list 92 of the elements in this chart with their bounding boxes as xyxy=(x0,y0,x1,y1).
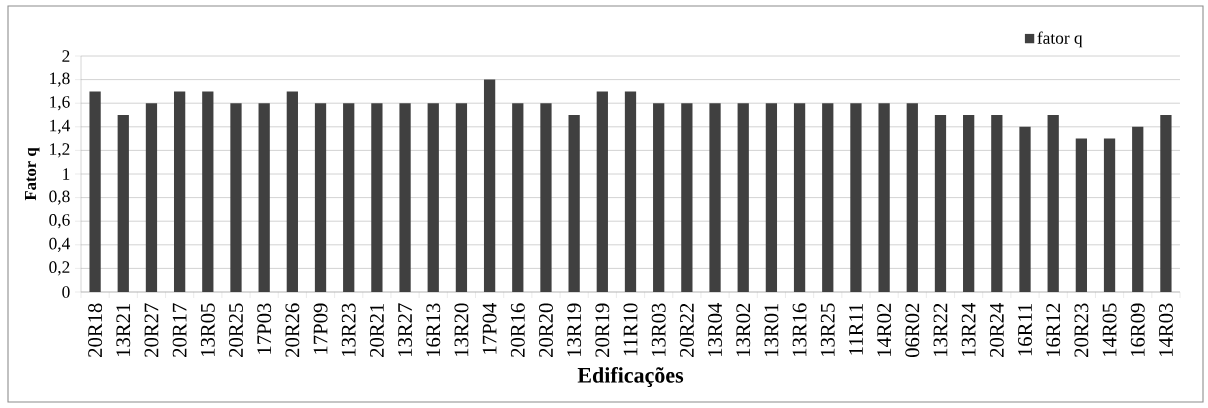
legend-label: fator q xyxy=(1037,31,1083,48)
bar xyxy=(343,103,355,292)
bar xyxy=(963,115,975,292)
bar xyxy=(483,79,496,292)
y-tick-label: 1,6 xyxy=(50,96,70,111)
y-tick-label: 0,8 xyxy=(49,190,70,205)
y-tick-label: 1,8 xyxy=(50,72,70,87)
y-tick-label: 2 xyxy=(62,50,70,62)
x-tick-label: 13R21 xyxy=(116,303,131,357)
bar xyxy=(737,103,749,292)
y-tick-label: 1,2 xyxy=(50,143,70,158)
bar xyxy=(1103,138,1116,292)
x-tick-label: 13R25 xyxy=(820,303,835,357)
x-tick-label: 20R27 xyxy=(144,303,159,357)
bar xyxy=(427,103,439,292)
bar xyxy=(991,115,1003,292)
x-tick-label: 14R02 xyxy=(877,303,892,357)
y-axis-title: Fator q xyxy=(25,147,40,201)
bar xyxy=(258,103,270,292)
bar xyxy=(568,115,580,292)
x-tick-label: 20R25 xyxy=(229,303,243,357)
bar xyxy=(765,103,778,292)
bar xyxy=(822,103,834,292)
y-tick-label: 0,6 xyxy=(49,214,70,229)
bar xyxy=(934,115,947,292)
x-tick-label: 13R16 xyxy=(792,303,807,357)
bar xyxy=(117,115,129,292)
bar xyxy=(455,103,468,292)
x-tick-label: 13R19 xyxy=(567,303,582,357)
x-tick-label: 06R02 xyxy=(905,303,920,358)
x-tick-label: 13R27 xyxy=(398,303,413,357)
y-tick-label: 0,4 xyxy=(49,237,71,252)
x-tick-label: 20R19 xyxy=(595,303,610,357)
bar xyxy=(793,103,806,292)
x-tick-label: 13R03 xyxy=(651,303,666,357)
y-tick-label: 0 xyxy=(62,286,70,298)
x-tick-label: 13R23 xyxy=(341,303,356,357)
bar xyxy=(89,91,101,292)
bar xyxy=(512,103,524,292)
x-tick-label: 20R20 xyxy=(539,303,553,357)
x-tick-label: 20R23 xyxy=(1074,303,1089,357)
bar xyxy=(230,103,242,292)
x-tick-label: 13R22 xyxy=(933,303,948,357)
x-tick-label: 11R11 xyxy=(849,303,863,355)
x-tick-label: 17P04 xyxy=(482,303,497,354)
x-tick-label: 11R10 xyxy=(623,303,638,356)
x-tick-label: 16R09 xyxy=(1130,303,1145,357)
bar xyxy=(850,103,862,292)
x-tick-label: 20R24 xyxy=(989,303,1004,357)
bar xyxy=(314,103,327,292)
x-tick-label: 20R16 xyxy=(510,303,525,357)
bar xyxy=(286,91,298,292)
y-tick-label: 1 xyxy=(63,168,70,180)
x-tick-label: 16R13 xyxy=(426,303,441,357)
bar xyxy=(174,91,186,292)
x-tick-label: 20R21 xyxy=(369,303,384,357)
x-tick-label: 13R02 xyxy=(736,303,751,357)
bar xyxy=(624,91,637,292)
x-tick-label: 20R18 xyxy=(88,303,103,357)
x-tick-label: 13R05 xyxy=(200,303,215,357)
x-tick-label: 17P03 xyxy=(257,303,272,354)
x-tick-label: 17P09 xyxy=(313,303,328,354)
x-tick-label: 20R22 xyxy=(679,303,694,357)
x-tick-label: 16R11 xyxy=(1018,303,1032,356)
x-tick-label: 13R20 xyxy=(454,303,469,357)
bar xyxy=(202,91,214,292)
bar xyxy=(1019,126,1031,292)
x-tick-label: 13R24 xyxy=(961,303,976,357)
bar xyxy=(1132,126,1144,292)
bar xyxy=(371,103,383,292)
x-tick-label: 20R26 xyxy=(285,303,300,357)
bar xyxy=(1075,138,1088,292)
x-tick-label: 16R12 xyxy=(1046,303,1061,357)
bar xyxy=(906,103,918,292)
x-tick-label: 20R17 xyxy=(172,303,187,357)
bar xyxy=(878,103,890,292)
y-tick-label: 0,2 xyxy=(49,261,70,276)
y-tick-label: 1,4 xyxy=(50,119,71,134)
x-tick-label: 13R01 xyxy=(764,303,779,357)
bar xyxy=(1160,115,1172,292)
bar xyxy=(145,103,158,292)
x-tick-label: 14R03 xyxy=(1158,303,1173,357)
x-tick-label: 13R04 xyxy=(708,303,723,357)
bar xyxy=(540,103,552,292)
bar xyxy=(1047,115,1059,292)
bar xyxy=(709,103,721,292)
x-axis-title: Edificações xyxy=(577,366,684,388)
bar xyxy=(653,103,665,292)
bar xyxy=(596,91,608,292)
bar xyxy=(399,103,411,292)
bar xyxy=(681,103,693,292)
x-tick-label: 14R05 xyxy=(1102,303,1117,357)
